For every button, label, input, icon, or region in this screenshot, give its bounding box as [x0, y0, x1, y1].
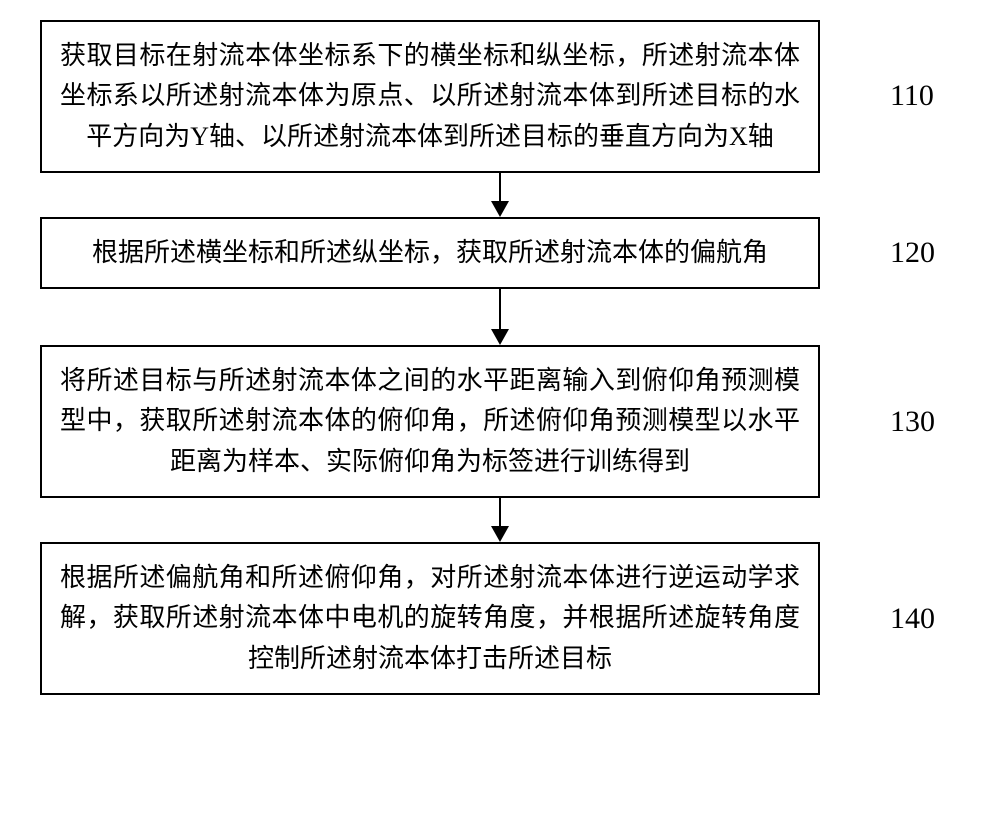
step-label: 110	[880, 79, 934, 113]
arrow-shaft	[499, 173, 501, 201]
step-box: 根据所述横坐标和所述纵坐标，获取所述射流本体的偏航角	[40, 217, 820, 289]
step-label: 120	[880, 236, 935, 270]
step-label: 130	[880, 405, 935, 439]
step-box: 将所述目标与所述射流本体之间的水平距离输入到俯仰角预测模型中，获取所述射流本体的…	[40, 345, 820, 498]
arrow-shaft	[499, 498, 501, 526]
flowchart: 获取目标在射流本体坐标系下的横坐标和纵坐标，所述射流本体坐标系以所述射流本体为原…	[40, 20, 960, 695]
arrow-head	[491, 329, 509, 345]
step-label: 140	[880, 602, 935, 636]
flow-step: 获取目标在射流本体坐标系下的横坐标和纵坐标，所述射流本体坐标系以所述射流本体为原…	[40, 20, 960, 173]
flow-step: 将所述目标与所述射流本体之间的水平距离输入到俯仰角预测模型中，获取所述射流本体的…	[40, 345, 960, 498]
step-box: 根据所述偏航角和所述俯仰角，对所述射流本体进行逆运动学求解，获取所述射流本体中电…	[40, 542, 820, 695]
arrow-shaft	[499, 289, 501, 329]
arrow-icon	[110, 498, 890, 542]
step-box: 获取目标在射流本体坐标系下的横坐标和纵坐标，所述射流本体坐标系以所述射流本体为原…	[40, 20, 820, 173]
flow-step: 根据所述偏航角和所述俯仰角，对所述射流本体进行逆运动学求解，获取所述射流本体中电…	[40, 542, 960, 695]
arrow-icon	[110, 173, 890, 217]
arrow-head	[491, 201, 509, 217]
arrow-head	[491, 526, 509, 542]
flow-step: 根据所述横坐标和所述纵坐标，获取所述射流本体的偏航角 120	[40, 217, 960, 289]
arrow-icon	[110, 289, 890, 345]
